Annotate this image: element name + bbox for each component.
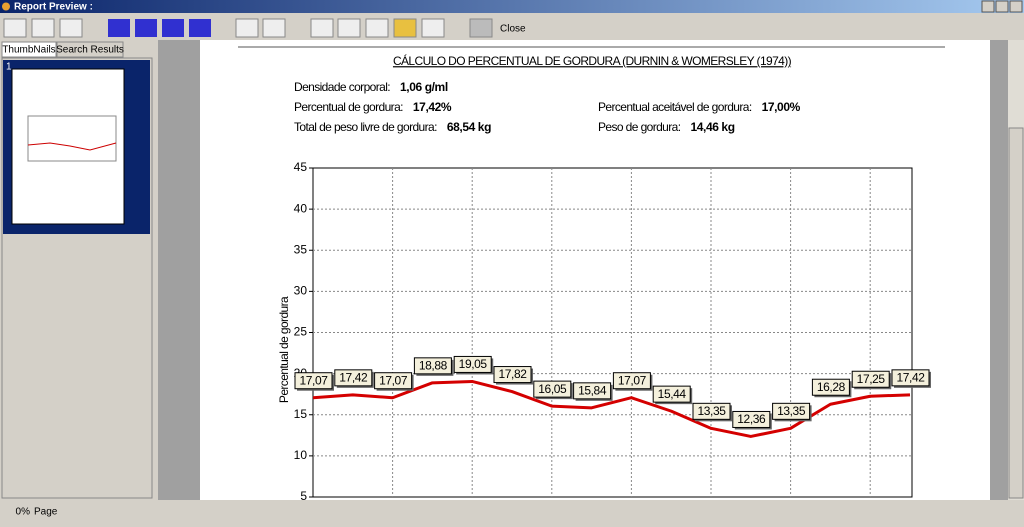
label-box: [573, 382, 612, 400]
status-page: Page: [34, 507, 58, 518]
thumb-chart: [27, 115, 117, 162]
toolbar: Close: [3, 18, 526, 38]
label-box: [413, 357, 452, 375]
close-button[interactable]: Close: [500, 24, 526, 35]
y-tick-label: 35: [294, 242, 308, 256]
label-box: [811, 378, 850, 396]
data-label: 15,44: [658, 387, 687, 401]
y-axis-label: Percentual de gordura: [277, 296, 291, 403]
y-tick-label: 5: [300, 489, 307, 503]
status-percent: 0%: [16, 507, 31, 518]
label-box: [692, 402, 731, 420]
close-window[interactable]: [1009, 0, 1023, 13]
data-label: 17,42: [896, 371, 925, 385]
label-box: [652, 385, 691, 403]
label-box: [732, 410, 771, 428]
data-label: 15,84: [578, 384, 607, 398]
print[interactable]: [365, 18, 389, 38]
field-label: Total de peso livre de gordura:: [294, 120, 437, 134]
label-box: [533, 380, 572, 398]
data-label: 17,07: [618, 373, 647, 387]
restore[interactable]: [995, 0, 1009, 13]
tool-button[interactable]: [3, 18, 27, 38]
label-box: [891, 369, 930, 387]
first-page[interactable]: [108, 19, 130, 37]
field-label: Densidade corporal:: [294, 80, 390, 94]
new[interactable]: [310, 18, 334, 38]
label-box: [772, 402, 811, 420]
data-label: 13,35: [777, 404, 806, 418]
last-page[interactable]: [189, 19, 211, 37]
find[interactable]: [262, 18, 286, 38]
data-label: 12,36: [737, 412, 766, 426]
y-tick-label: 30: [294, 284, 308, 298]
y-tick-label: 40: [294, 201, 308, 215]
scroll-thumb[interactable]: [1008, 127, 1024, 499]
field-label: Percentual aceitável de gordura:: [598, 100, 752, 114]
label-box: [612, 372, 651, 390]
field-value: 17,00%: [762, 100, 801, 114]
tab[interactable]: [56, 41, 124, 58]
app-icon: [2, 2, 10, 11]
window-title: Report Preview :: [14, 2, 93, 13]
label-box: [294, 372, 333, 390]
data-label: 16,28: [817, 380, 846, 394]
data-label: 17,07: [379, 373, 408, 387]
thumb-line: [27, 142, 117, 151]
prev-page[interactable]: [135, 19, 157, 37]
y-tick-label: 15: [294, 407, 308, 421]
thumbnail[interactable]: [11, 68, 125, 225]
setup[interactable]: [337, 18, 361, 38]
label-box: [374, 372, 413, 390]
goto-page[interactable]: [235, 18, 259, 38]
data-label: 18,88: [419, 359, 448, 373]
open[interactable]: [393, 18, 417, 38]
tab-label[interactable]: Search Results: [56, 45, 124, 56]
close-icon[interactable]: [469, 18, 493, 38]
label-box: [453, 355, 492, 373]
label-box: [493, 366, 532, 384]
tool-button[interactable]: [31, 18, 55, 38]
field-value: 17,42%: [413, 100, 452, 114]
y-tick-label: 10: [294, 448, 308, 462]
next-page[interactable]: [162, 19, 184, 37]
report-title: CÁLCULO DO PERCENTUAL DE GORDURA (DURNIN…: [393, 53, 792, 68]
data-label: 17,25: [857, 372, 886, 386]
report-page: [200, 40, 990, 500]
y-tick-label: 45: [294, 160, 308, 174]
data-label: 17,82: [498, 367, 527, 381]
tab[interactable]: [1, 41, 57, 58]
window-buttons: [981, 0, 1023, 13]
data-label: 19,05: [459, 357, 488, 371]
field-label: Peso de gordura:: [598, 120, 681, 134]
data-label: 16,05: [538, 382, 567, 396]
minimize[interactable]: [981, 0, 995, 13]
tab-label[interactable]: ThumbNails: [2, 45, 55, 56]
data-label: 17,42: [339, 371, 368, 385]
field-value: 1,06 g/ml: [400, 80, 448, 94]
tool-button[interactable]: [59, 18, 83, 38]
label-box: [334, 369, 373, 387]
label-box: [851, 370, 890, 388]
save[interactable]: [421, 18, 445, 38]
title-bar: [0, 0, 1024, 13]
thumb-number: 1: [6, 62, 12, 73]
field-value: 68,54 kg: [447, 120, 491, 134]
field-label: Percentual de gordura:: [294, 100, 403, 114]
y-tick-label: 25: [294, 325, 308, 339]
data-label: 13,35: [697, 404, 726, 418]
field-value: 14,46 kg: [690, 120, 734, 134]
status-bar: [0, 502, 1024, 522]
data-label: 17,07: [299, 373, 328, 387]
